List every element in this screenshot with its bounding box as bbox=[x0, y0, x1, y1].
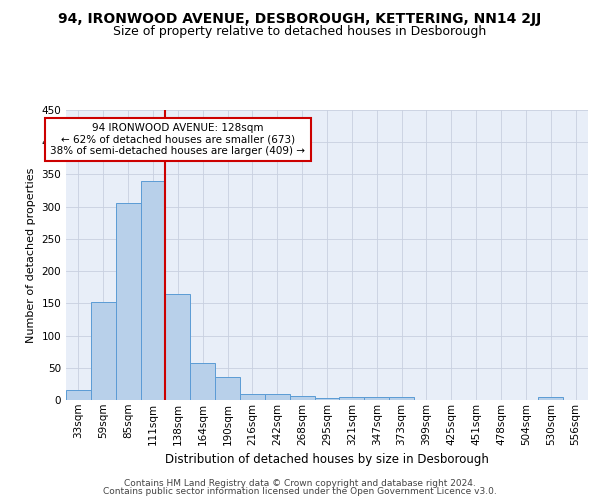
X-axis label: Distribution of detached houses by size in Desborough: Distribution of detached houses by size … bbox=[165, 453, 489, 466]
Text: Contains HM Land Registry data © Crown copyright and database right 2024.: Contains HM Land Registry data © Crown c… bbox=[124, 478, 476, 488]
Bar bbox=[314, 398, 340, 400]
Bar bbox=[364, 397, 389, 400]
Bar bbox=[91, 302, 116, 400]
Bar bbox=[340, 397, 364, 400]
Bar bbox=[190, 364, 215, 400]
Bar bbox=[290, 396, 314, 400]
Bar bbox=[66, 390, 91, 400]
Bar bbox=[215, 378, 240, 400]
Bar bbox=[140, 181, 166, 400]
Text: 94 IRONWOOD AVENUE: 128sqm
← 62% of detached houses are smaller (673)
38% of sem: 94 IRONWOOD AVENUE: 128sqm ← 62% of deta… bbox=[50, 123, 305, 156]
Bar bbox=[538, 397, 563, 400]
Bar bbox=[389, 397, 414, 400]
Text: Size of property relative to detached houses in Desborough: Size of property relative to detached ho… bbox=[113, 25, 487, 38]
Bar bbox=[166, 294, 190, 400]
Y-axis label: Number of detached properties: Number of detached properties bbox=[26, 168, 36, 342]
Bar bbox=[240, 394, 265, 400]
Bar bbox=[265, 394, 290, 400]
Bar bbox=[116, 204, 140, 400]
Text: Contains public sector information licensed under the Open Government Licence v3: Contains public sector information licen… bbox=[103, 487, 497, 496]
Text: 94, IRONWOOD AVENUE, DESBOROUGH, KETTERING, NN14 2JJ: 94, IRONWOOD AVENUE, DESBOROUGH, KETTERI… bbox=[58, 12, 542, 26]
